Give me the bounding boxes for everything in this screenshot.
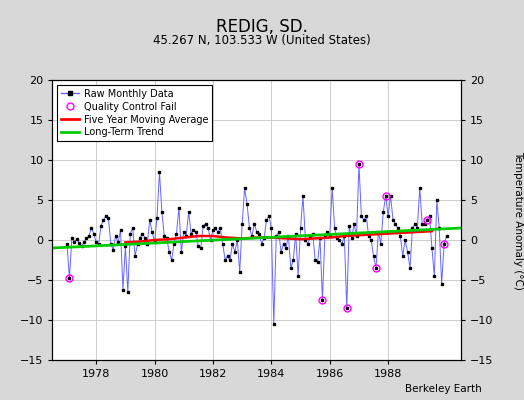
Text: Berkeley Earth: Berkeley Earth [406, 384, 482, 394]
Legend: Raw Monthly Data, Quality Control Fail, Five Year Moving Average, Long-Term Tren: Raw Monthly Data, Quality Control Fail, … [57, 85, 212, 141]
Y-axis label: Temperature Anomaly (°C): Temperature Anomaly (°C) [513, 150, 523, 290]
Text: 45.267 N, 103.533 W (United States): 45.267 N, 103.533 W (United States) [153, 34, 371, 47]
Text: REDIG, SD.: REDIG, SD. [216, 18, 308, 36]
